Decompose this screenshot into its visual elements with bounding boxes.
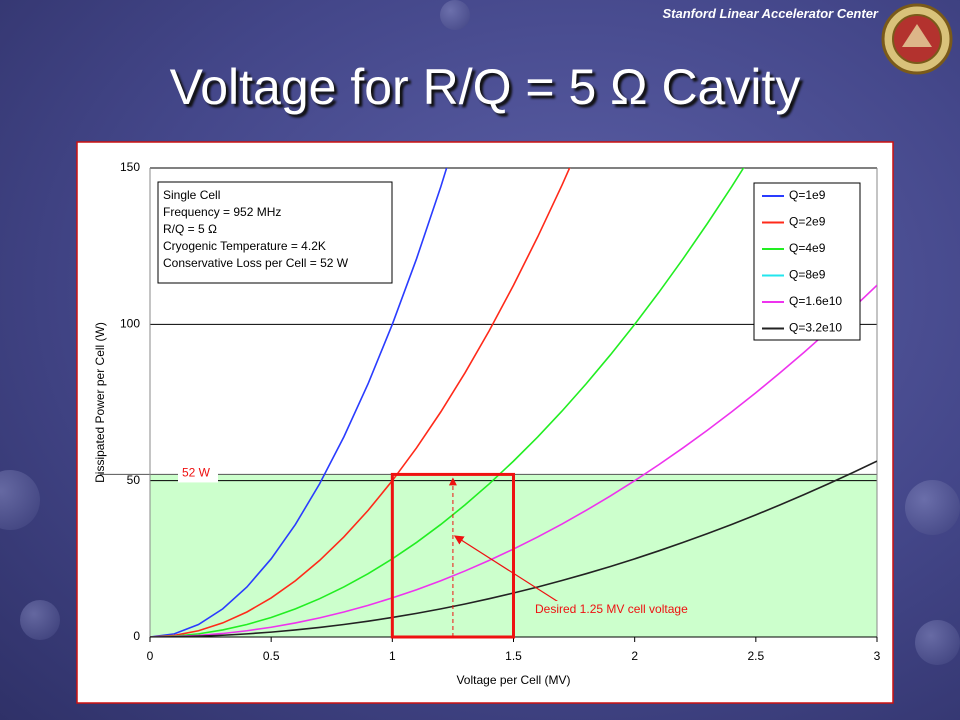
- legend-label: Q=4e9: [789, 241, 826, 255]
- legend-label: Q=3.2e10: [789, 321, 842, 335]
- x-tick-label: 2.5: [747, 649, 764, 663]
- x-axis-label: Voltage per Cell (MV): [456, 673, 570, 687]
- bubble: [905, 480, 960, 535]
- y-axis-label: Dissipated Power per Cell (W): [93, 322, 107, 483]
- legend-box: [753, 182, 861, 341]
- info-line: Conservative Loss per Cell = 52 W: [163, 256, 349, 270]
- series-line: [150, 168, 448, 637]
- annotation: Desired 1.25 MV cell voltage: [535, 602, 688, 616]
- annotation-box: [530, 601, 720, 619]
- y-tick-label: 100: [120, 317, 140, 331]
- bubble: [20, 600, 60, 640]
- threshold-label: 52 W: [182, 466, 211, 480]
- bubble: [915, 620, 960, 665]
- organization: Stanford Linear Accelerator Center: [662, 6, 878, 21]
- logo: [881, 3, 953, 75]
- legend-label: Q=1.6e10: [789, 294, 842, 308]
- info-line: Frequency = 952 MHz: [163, 205, 281, 219]
- x-tick-label: 1: [389, 649, 396, 663]
- annotation-arrow: [453, 535, 561, 604]
- info-box: [157, 181, 393, 284]
- threshold-label-box: [178, 465, 218, 483]
- series-line: [150, 168, 571, 637]
- y-tick-label: 0: [133, 629, 140, 643]
- x-tick-label: 1.5: [505, 649, 522, 663]
- slide-title: Voltage for R/Q = 5 Ω Cavity: [169, 59, 801, 115]
- bubble: [440, 0, 470, 30]
- info-line: Single Cell: [163, 188, 220, 202]
- x-tick-label: 0: [147, 649, 154, 663]
- info-line: Cryogenic Temperature = 4.2K: [163, 239, 326, 253]
- legend-label: Q=8e9: [789, 268, 826, 282]
- info-line: R/Q = 5 Ω: [163, 222, 217, 236]
- x-tick-label: 3: [874, 649, 881, 663]
- x-tick-label: 0.5: [263, 649, 280, 663]
- x-tick-label: 2: [631, 649, 638, 663]
- y-tick-label: 50: [127, 473, 141, 487]
- y-tick-label: 150: [120, 160, 140, 174]
- legend-label: Q=2e9: [789, 215, 826, 229]
- legend-label: Q=1e9: [789, 188, 826, 202]
